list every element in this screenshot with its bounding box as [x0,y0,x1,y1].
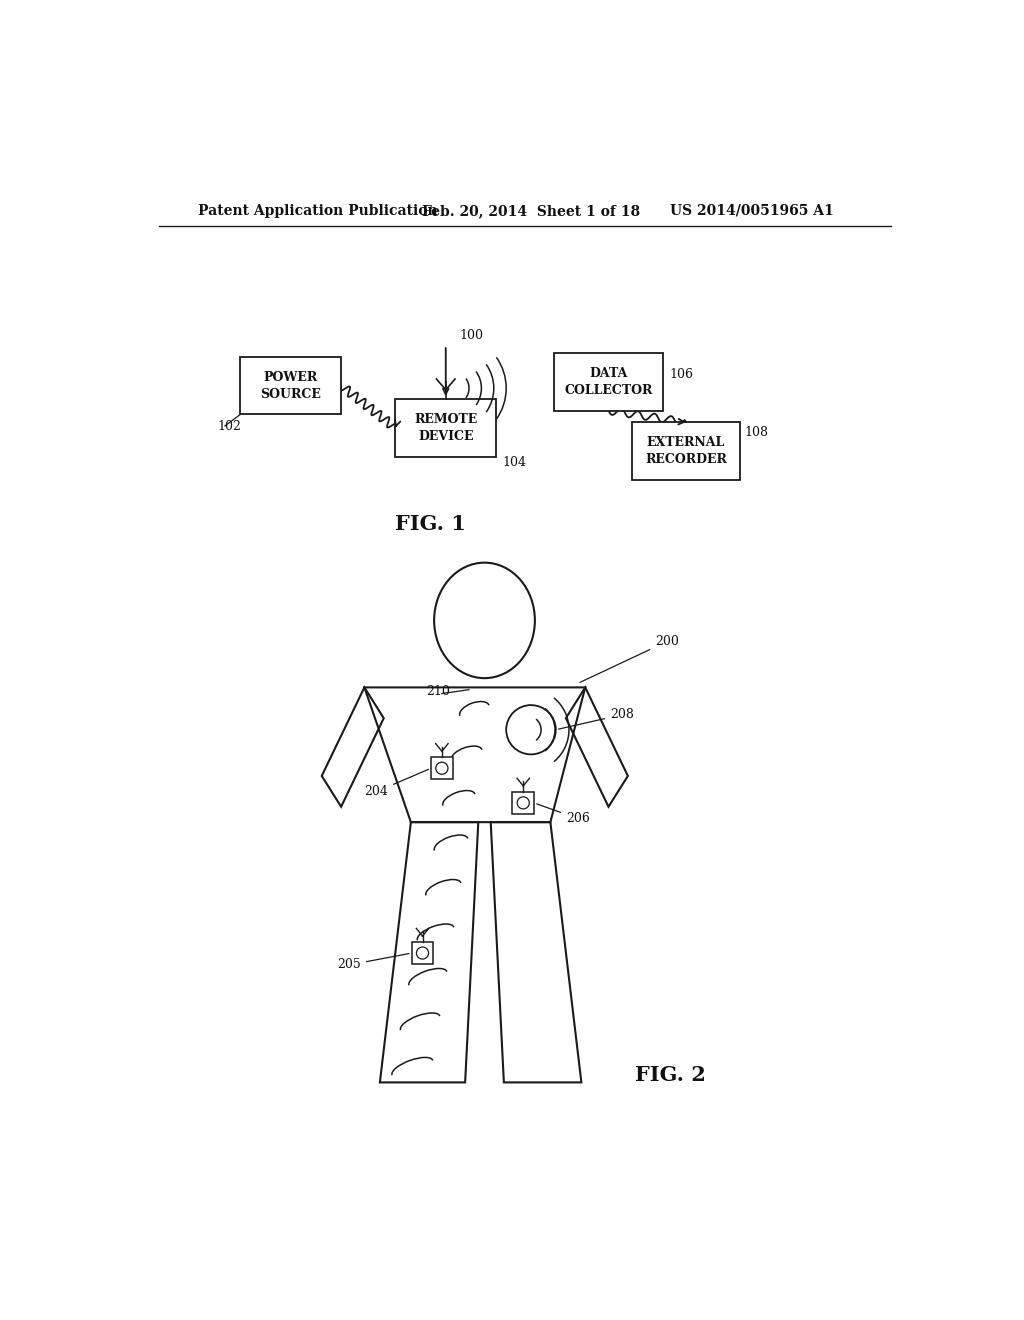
Bar [241,356,341,414]
Text: 102: 102 [217,420,241,433]
Bar [395,399,496,457]
Text: US 2014/0051965 A1: US 2014/0051965 A1 [671,203,835,218]
Text: 200: 200 [580,635,679,682]
Text: 205: 205 [337,953,409,972]
Text: DATA
COLLECTOR: DATA COLLECTOR [564,367,652,397]
Text: FIG. 2: FIG. 2 [635,1065,706,1085]
Text: EXTERNAL
RECORDER: EXTERNAL RECORDER [645,436,727,466]
Text: 210: 210 [426,685,451,698]
Text: 106: 106 [669,368,693,381]
Text: POWER
SOURCE: POWER SOURCE [260,371,322,400]
Text: 100: 100 [460,329,483,342]
Bar [431,758,453,779]
Text: 104: 104 [503,455,526,469]
Bar [412,942,433,964]
Text: 108: 108 [744,425,768,438]
Text: 204: 204 [365,770,428,799]
Text: Patent Application Publication: Patent Application Publication [198,203,437,218]
Text: 206: 206 [537,804,590,825]
Text: FIG. 1: FIG. 1 [395,515,466,535]
Bar [512,792,535,813]
Text: REMOTE
DEVICE: REMOTE DEVICE [414,413,477,444]
Bar [632,422,740,480]
Bar [554,352,663,411]
Text: 208: 208 [558,709,634,729]
Text: Feb. 20, 2014  Sheet 1 of 18: Feb. 20, 2014 Sheet 1 of 18 [423,203,641,218]
